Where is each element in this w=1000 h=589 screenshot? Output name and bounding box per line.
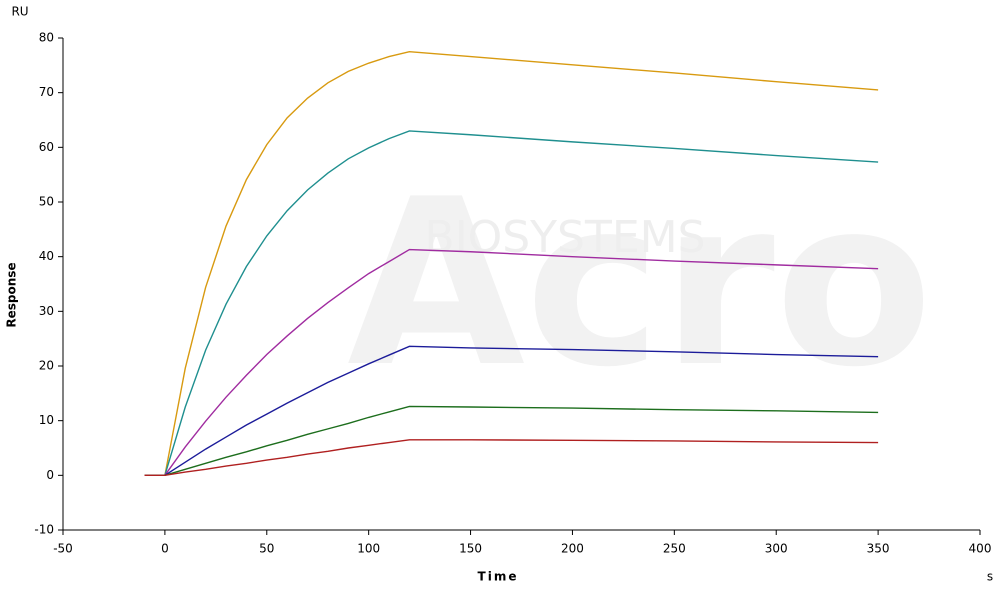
x-tick-label: -50 <box>53 542 73 556</box>
x-axis-label: Time <box>478 570 519 584</box>
x-tick-label: 200 <box>561 542 584 556</box>
watermark: BIOSYSTEMS <box>424 212 705 263</box>
x-tick-label: 100 <box>357 542 380 556</box>
y-tick-label: 70 <box>39 85 54 99</box>
x-tick-label: 400 <box>969 542 992 556</box>
x-unit: s <box>987 570 993 584</box>
y-tick-label: 20 <box>39 359 54 373</box>
x-tick-label: 250 <box>663 542 686 556</box>
y-unit: RU <box>11 5 28 19</box>
data-line <box>144 50 879 477</box>
y-tick-label: 40 <box>39 249 54 263</box>
y-tick-label: -10 <box>34 523 54 537</box>
x-tick-label: 300 <box>765 542 788 556</box>
y-tick-label: 80 <box>39 31 54 45</box>
x-tick-label: 0 <box>161 542 169 556</box>
x-tick-label: 50 <box>259 542 274 556</box>
data-line <box>144 248 879 477</box>
watermark: Acro <box>347 151 933 418</box>
x-tick-label: 150 <box>459 542 482 556</box>
y-tick-label: 60 <box>39 140 54 154</box>
data-line <box>144 345 879 477</box>
y-axis-label: Response <box>5 262 19 327</box>
y-tick-label: 30 <box>39 304 54 318</box>
y-tick-label: 10 <box>39 413 54 427</box>
y-tick-label: 50 <box>39 195 54 209</box>
x-tick-label: 350 <box>867 542 890 556</box>
data-line <box>144 130 879 477</box>
y-tick-label: 0 <box>46 468 54 482</box>
data-line <box>144 439 879 477</box>
data-line <box>144 405 879 477</box>
